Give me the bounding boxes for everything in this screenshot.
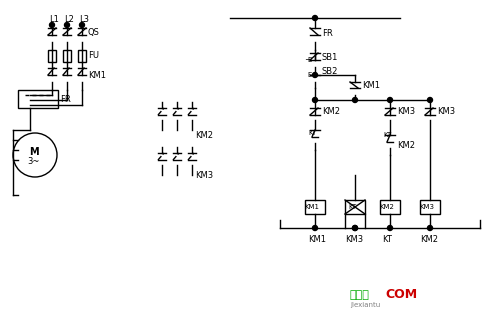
Bar bbox=[18, 90, 58, 108]
Text: KM3: KM3 bbox=[397, 107, 415, 117]
Circle shape bbox=[388, 98, 393, 102]
Text: 接线图: 接线图 bbox=[350, 290, 370, 300]
Circle shape bbox=[352, 226, 358, 230]
Bar bbox=[380, 200, 400, 214]
Text: FR: FR bbox=[60, 94, 71, 104]
Text: M: M bbox=[29, 147, 39, 157]
Bar bbox=[63, 50, 71, 62]
Text: SB2: SB2 bbox=[322, 68, 338, 76]
Circle shape bbox=[428, 226, 432, 230]
Circle shape bbox=[388, 226, 393, 230]
Text: KM1: KM1 bbox=[88, 71, 106, 81]
Text: QS: QS bbox=[88, 27, 100, 37]
Text: KM3: KM3 bbox=[419, 204, 434, 210]
Text: KM2: KM2 bbox=[379, 204, 394, 210]
Text: L3: L3 bbox=[79, 15, 89, 25]
Circle shape bbox=[352, 226, 358, 230]
Text: ─: ─ bbox=[305, 57, 309, 63]
Text: 3~: 3~ bbox=[27, 157, 39, 167]
Text: KM2: KM2 bbox=[322, 107, 340, 117]
Circle shape bbox=[428, 98, 432, 102]
Text: KM3: KM3 bbox=[195, 171, 213, 179]
Text: FR: FR bbox=[322, 28, 333, 38]
Bar bbox=[305, 200, 325, 214]
Text: SB1: SB1 bbox=[322, 52, 338, 62]
Circle shape bbox=[80, 22, 85, 27]
Text: jiexiantu: jiexiantu bbox=[350, 302, 380, 308]
Text: KM2: KM2 bbox=[420, 235, 438, 245]
Text: KT: KT bbox=[308, 130, 316, 136]
Circle shape bbox=[312, 98, 317, 102]
Bar bbox=[345, 200, 365, 214]
Bar bbox=[78, 50, 86, 62]
Bar bbox=[48, 50, 56, 62]
Text: E: E bbox=[307, 72, 311, 78]
Text: L2: L2 bbox=[64, 15, 74, 25]
Text: KM1: KM1 bbox=[304, 204, 319, 210]
Text: KT: KT bbox=[382, 235, 392, 245]
Text: E: E bbox=[307, 57, 311, 63]
Text: KM2: KM2 bbox=[195, 131, 213, 139]
Text: KT: KT bbox=[348, 204, 356, 210]
Text: L1: L1 bbox=[49, 15, 59, 25]
Text: KM2: KM2 bbox=[397, 141, 415, 149]
Text: KM3: KM3 bbox=[437, 107, 455, 117]
Circle shape bbox=[352, 98, 358, 102]
Circle shape bbox=[312, 15, 317, 21]
Circle shape bbox=[312, 226, 317, 230]
Text: KM1: KM1 bbox=[308, 235, 326, 245]
Text: KT: KT bbox=[383, 132, 391, 138]
Circle shape bbox=[50, 22, 55, 27]
Text: KM3: KM3 bbox=[345, 235, 363, 245]
Text: KM1: KM1 bbox=[362, 81, 380, 89]
Text: FU: FU bbox=[88, 51, 99, 59]
Circle shape bbox=[64, 22, 69, 27]
Text: COM: COM bbox=[385, 289, 417, 301]
Circle shape bbox=[312, 72, 317, 77]
Bar bbox=[420, 200, 440, 214]
